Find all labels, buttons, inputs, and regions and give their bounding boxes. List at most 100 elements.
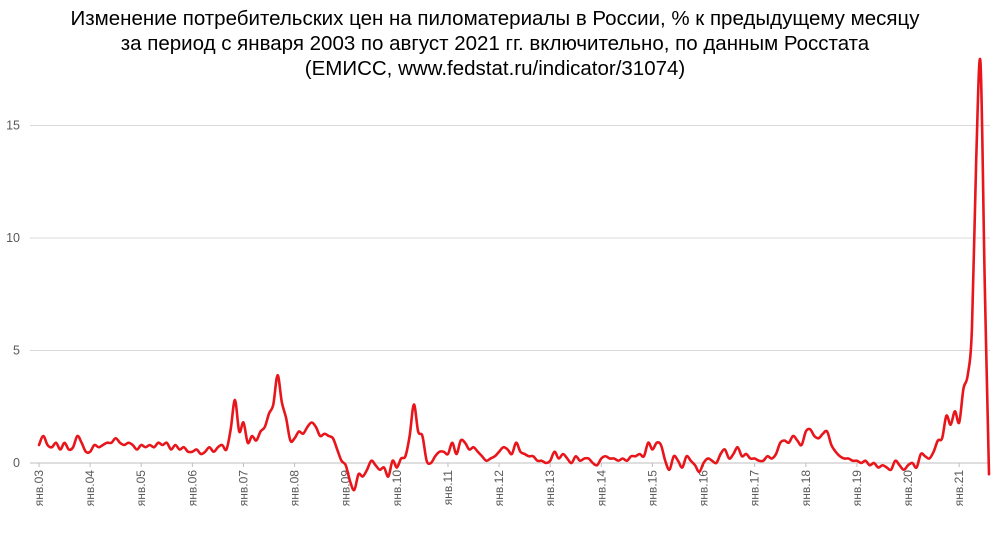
data-point [984,282,986,284]
data-point [732,453,734,455]
data-point [387,475,389,477]
data-point [477,451,479,453]
data-point [140,444,142,446]
data-point [822,433,824,435]
data-point [161,444,163,446]
data-point [400,457,402,459]
data-point [370,460,372,462]
data-point [949,424,951,426]
chart-title-line-1: Изменение потребительских цен на пиломат… [70,7,920,30]
data-point [42,435,44,437]
data-point [72,446,74,448]
data-point [51,446,53,448]
data-point [89,451,91,453]
data-point [323,433,325,435]
data-point [481,455,483,457]
data-point [136,448,138,450]
data-point [523,453,525,455]
series-line [37,57,991,492]
data-point [766,455,768,457]
data-point [681,466,683,468]
data-point [745,453,747,455]
data-point [183,446,185,448]
data-point [966,374,968,376]
data-point [85,451,87,453]
data-point [702,462,704,464]
data-point [549,460,551,462]
data-point [149,444,151,446]
x-tick-label: янв.14 [594,470,608,507]
data-point [736,446,738,448]
chart-title: Изменение потребительских цен на пиломат… [0,6,990,81]
data-point [443,451,445,453]
data-point [873,462,875,464]
x-tick-label: янв.09 [339,470,353,507]
x-tick-label: янв.08 [288,470,302,507]
data-point [332,437,334,439]
x-tick-label: янв.18 [799,470,813,507]
data-point [93,444,95,446]
data-point [489,457,491,459]
data-point [272,403,274,405]
data-point [383,466,385,468]
data-point [264,426,266,428]
data-point [617,460,619,462]
data-point [719,453,721,455]
data-point [485,460,487,462]
data-point [59,448,61,450]
data-point [630,455,632,457]
data-point [170,448,172,450]
data-point [583,457,585,459]
x-tick-label: янв.21 [952,470,966,507]
data-point [302,433,304,435]
data-point [379,469,381,471]
data-point [762,460,764,462]
data-point [898,464,900,466]
data-point [932,451,934,453]
data-point [668,469,670,471]
data-point [651,448,653,450]
data-point [506,448,508,450]
data-point [106,442,108,444]
data-point [869,464,871,466]
data-point [864,460,866,462]
data-point [920,453,922,455]
data-point [212,451,214,453]
data-point [247,442,249,444]
data-point [413,403,415,405]
data-point [911,462,913,464]
data-point [830,444,832,446]
data-point [327,435,329,437]
y-tick-label: 10 [6,231,20,245]
data-point [792,435,794,437]
data-point [813,435,815,437]
data-point [451,442,453,444]
data-point [621,457,623,459]
x-tick-label: янв.11 [441,470,455,506]
data-point [570,462,572,464]
data-point [881,464,883,466]
data-point [349,480,351,482]
data-point [609,457,611,459]
data-point [553,451,555,453]
data-point [259,430,261,432]
data-point [242,421,244,423]
data-point [596,464,598,466]
data-point [187,451,189,453]
data-point [281,401,283,403]
data-point [979,61,981,63]
x-tick-label: янв.15 [645,470,659,507]
data-point [749,457,751,459]
x-tick-label: янв.10 [390,470,404,507]
data-point [217,446,219,448]
data-point [515,442,517,444]
data-point [753,457,755,459]
data-point [357,473,359,475]
data-point [315,426,317,428]
data-point [447,453,449,455]
data-point [971,327,973,329]
y-tick-label: 5 [13,344,20,358]
data-point [46,444,48,446]
data-point [779,442,781,444]
